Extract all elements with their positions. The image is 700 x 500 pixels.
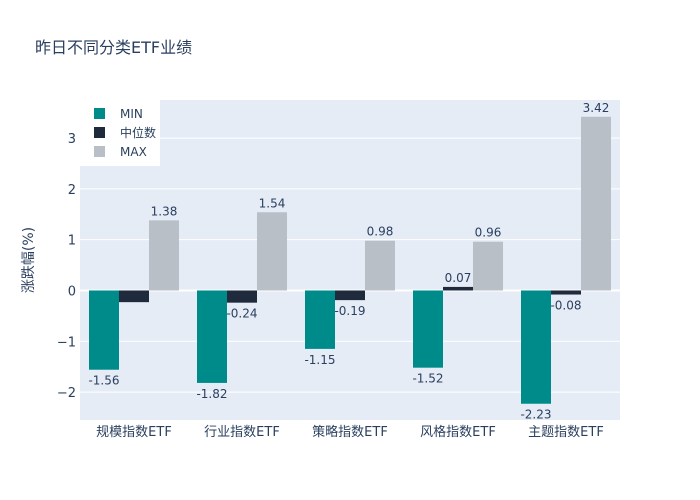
- y-tick-label: 1: [68, 234, 76, 249]
- bar[interactable]: [305, 290, 335, 349]
- bar[interactable]: [473, 241, 503, 291]
- legend[interactable]: MIN 中位数 MAX: [80, 100, 160, 166]
- bar[interactable]: [149, 220, 179, 291]
- legend-swatch[interactable]: [94, 127, 105, 138]
- y-tick-label: 3: [68, 132, 76, 147]
- bar[interactable]: [521, 290, 551, 404]
- bar[interactable]: [335, 290, 365, 301]
- data-labels: -1.56 1.38 -1.82 -0.24 1.54 -1.15 -0.19 0.98 -1.…: [88, 101, 609, 422]
- data-label: -1.52: [412, 372, 443, 386]
- bars: [89, 116, 611, 404]
- chart-title: 昨日不同分类ETF业绩: [35, 38, 193, 57]
- bar[interactable]: [89, 290, 119, 370]
- data-label: -2.23: [520, 408, 551, 422]
- data-label: -1.82: [196, 387, 227, 401]
- y-tick-label: −2: [57, 386, 76, 401]
- x-tick-label: 策略指数ETF: [312, 424, 388, 440]
- legend-label[interactable]: MAX: [120, 145, 147, 159]
- x-tick-label: 主题指数ETF: [528, 425, 604, 440]
- x-tick-label: 风格指数ETF: [420, 424, 496, 440]
- data-label: -1.15: [304, 353, 335, 367]
- legend-swatch[interactable]: [94, 146, 105, 157]
- bar[interactable]: [365, 240, 395, 291]
- y-tick-label: 2: [68, 183, 76, 198]
- data-label: 0.98: [367, 225, 394, 239]
- data-label: 0.96: [475, 226, 502, 240]
- bar[interactable]: [581, 116, 611, 291]
- data-label: 3.42: [583, 101, 610, 115]
- bar[interactable]: [257, 212, 287, 291]
- data-label: -0.19: [334, 304, 365, 318]
- axis-ticks: −2 −1 0 1 2 3 规模指数ETF 行业指数ETF 策略指数ETF 风格指数ETF 主题指数…: [57, 132, 604, 440]
- bar[interactable]: [119, 290, 149, 303]
- legend-label[interactable]: 中位数: [120, 125, 156, 140]
- legend-swatch[interactable]: [94, 108, 105, 119]
- data-label: -0.24: [226, 307, 257, 321]
- bar[interactable]: [443, 286, 473, 291]
- y-axis-title: 涨跌幅(%): [21, 227, 37, 293]
- y-tick-label: 0: [68, 284, 76, 299]
- y-tick-label: −1: [57, 335, 76, 350]
- legend-box: [80, 100, 160, 166]
- bar[interactable]: [197, 290, 227, 383]
- data-label: 1.54: [259, 196, 286, 210]
- bar[interactable]: [551, 290, 581, 295]
- bar[interactable]: [413, 290, 443, 368]
- bar[interactable]: [227, 290, 257, 303]
- legend-label[interactable]: MIN: [120, 107, 143, 121]
- x-tick-label: 规模指数ETF: [96, 425, 172, 440]
- data-label: 1.38: [151, 204, 178, 218]
- x-tick-label: 行业指数ETF: [204, 425, 280, 440]
- data-label: 0.07: [445, 271, 472, 285]
- data-label: -0.08: [550, 299, 581, 313]
- data-label: -1.56: [88, 374, 119, 388]
